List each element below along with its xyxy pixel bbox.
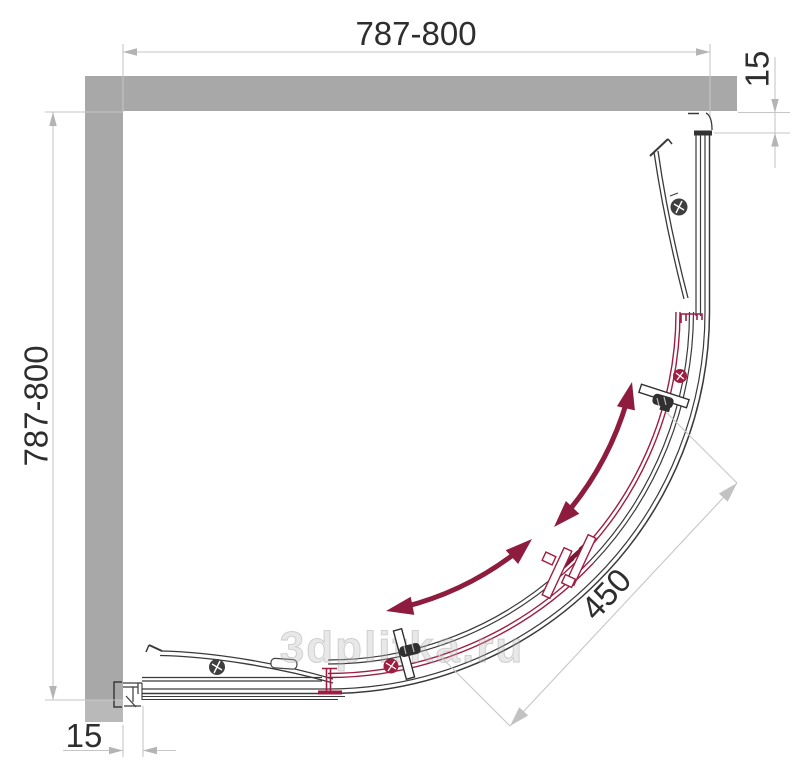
door-open-bottom [145,644,334,684]
bottom-rail-profile-lines [141,683,345,701]
handles-center-closed-position [541,533,597,600]
red-door-bottom-bracket [318,667,342,695]
curb-inner-arc [142,131,706,690]
curb-outer-arc [142,131,711,695]
top-panel-clamp [694,130,712,136]
handle-bottom-door [383,627,421,681]
dimension-top-width: 787-800 [122,15,711,116]
door-opening-label: 450 [574,561,639,627]
dimension-left-height: 787-800 [18,111,123,701]
door-open-top [649,138,689,300]
bottom-wall-bracket [113,681,122,708]
left-height-label: 787-800 [18,345,55,466]
arrowhead-down [554,501,580,527]
walls [85,76,737,722]
outer-rail-black [589,311,695,564]
slide-arrow-lower [386,539,532,615]
arrowhead-up [505,539,532,564]
inner-rail-red-door [560,311,681,575]
arrowhead-down [386,596,415,615]
door-bottom-roller-housing [270,657,298,670]
outer-rail-red-door [327,560,594,679]
bottom-wall-profile-shape [123,682,142,708]
right-profile-label: 15 [739,51,776,88]
top-width-label: 787-800 [355,15,476,52]
arrowhead-up [616,382,635,411]
handle-top-door [638,369,690,413]
handle-grip [652,393,674,409]
fixed-panel-bottom-left [113,676,322,708]
bottom-profile-label: 15 [66,717,103,754]
handle-knob-red-2 [541,551,557,566]
red-door-top-bracket [680,313,703,323]
handle-bar-red-2 [541,546,573,600]
inner-rail-black [327,570,564,665]
handle-knob-red-1 [560,573,577,589]
fixed-panel-top-right [688,112,713,316]
dimension-right-wall-profile: 15 [714,51,790,168]
left-wall [85,76,123,700]
slide-arrow-upper [554,382,635,527]
red-door-foot [318,690,342,695]
dimension-bottom-wall-profile: 15 [63,706,176,757]
top-wall [85,76,737,111]
